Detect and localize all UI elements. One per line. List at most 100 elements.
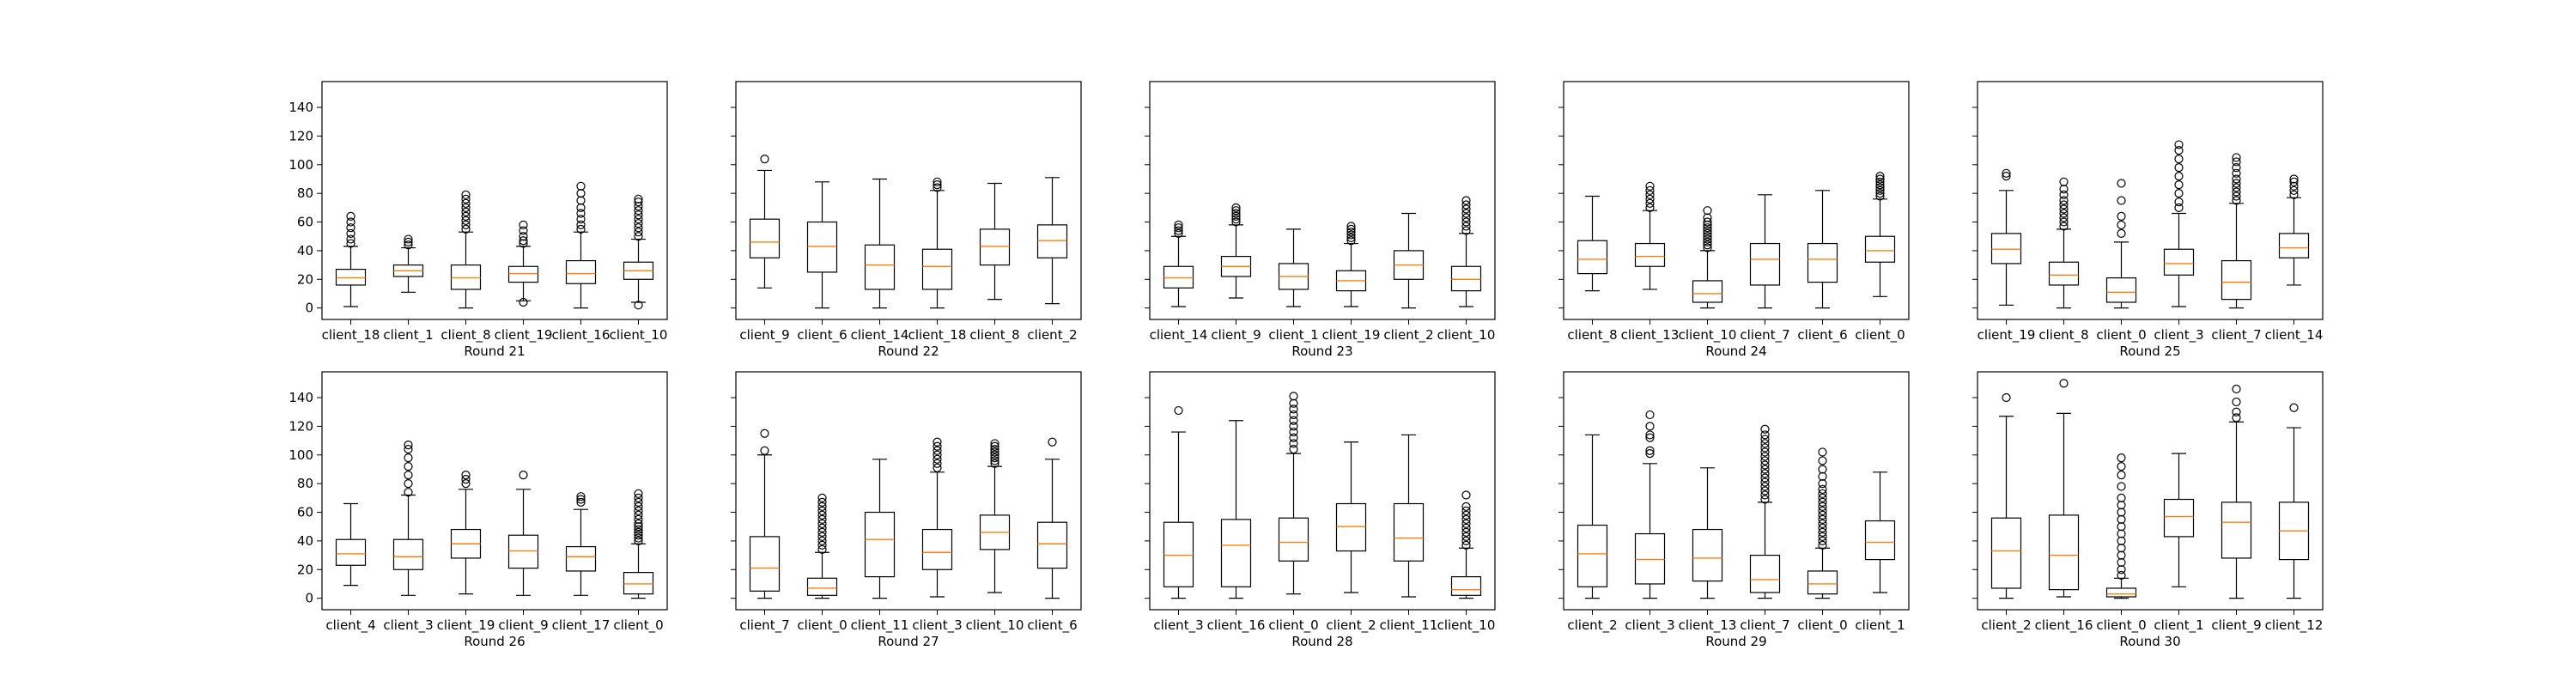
box-client_8 (979, 182, 1011, 301)
iqr-box (921, 248, 953, 290)
box-client_2 (1335, 441, 1367, 593)
box-client_1 (2163, 453, 2195, 587)
outlier-point (634, 510, 643, 520)
outlier-point (1461, 226, 1471, 235)
iqr-box (921, 528, 953, 570)
outlier-point (1645, 422, 1655, 431)
outlier-point (817, 510, 827, 520)
outlier-point (1289, 404, 1298, 414)
outlier-point (2289, 190, 2299, 199)
y-tick-label: 40 (297, 533, 313, 549)
iqr-box (1335, 502, 1367, 552)
outlier-point (519, 236, 528, 246)
outlier-point (2002, 392, 2011, 403)
axes-frame (321, 371, 668, 611)
outlier-point (461, 224, 471, 234)
outlier-point (404, 488, 413, 497)
outlier-point (2117, 482, 2126, 491)
x-tick-label: client_3 (1153, 617, 1203, 634)
outlier-point (1174, 405, 1183, 416)
outlier-point (346, 234, 355, 244)
outlier-point (1703, 217, 1712, 227)
outlier-point (2232, 407, 2241, 416)
x-tick-label: client_3 (2154, 327, 2203, 344)
outlier-point (2232, 187, 2241, 197)
box-client_10 (1450, 196, 1482, 307)
x-tick-label: client_1 (1268, 327, 1318, 344)
outlier-point (817, 506, 827, 515)
outlier-point (1461, 490, 1471, 500)
iqr-box (1990, 233, 2022, 264)
outlier-point (576, 497, 586, 507)
outlier-point (576, 220, 586, 229)
box-client_8 (450, 190, 482, 309)
x-tick-label: client_8 (440, 327, 490, 344)
box-client_3 (392, 441, 424, 596)
x-tick-label: client_18 (908, 327, 967, 344)
outlier-point (817, 540, 827, 550)
outlier-point (1289, 422, 1298, 431)
iqr-box (1163, 521, 1194, 587)
outlier-point (1760, 469, 1770, 478)
outlier-point (1645, 190, 1655, 199)
iqr-box (864, 244, 896, 290)
outlier-point (2059, 200, 2069, 210)
x-tick-label: client_14 (2265, 327, 2324, 344)
outlier-point (1461, 222, 1471, 231)
outlier-point (404, 234, 413, 244)
iqr-box (2105, 587, 2137, 598)
outlier-point (346, 239, 355, 248)
axes-frame (321, 81, 668, 320)
outlier-point (1760, 490, 1770, 500)
box-client_14 (2278, 174, 2310, 286)
outlier-point (2059, 177, 2069, 186)
outlier-point (1461, 532, 1471, 541)
outlier-point (1703, 223, 1712, 233)
iqr-box (806, 577, 838, 596)
outlier-point (1818, 523, 1827, 532)
outlier-point (1760, 447, 1770, 457)
outlier-point (1818, 471, 1827, 481)
outlier-point (1703, 234, 1712, 244)
outlier-point (404, 479, 413, 489)
outlier-point (817, 514, 827, 524)
x-tick-label: client_10 (966, 617, 1024, 634)
outlier-point (1760, 482, 1770, 491)
outlier-point (2174, 155, 2184, 164)
outlier-point (1875, 172, 1885, 181)
outlier-point (1289, 410, 1298, 420)
outlier-point (634, 502, 643, 511)
outlier-point (1289, 445, 1298, 454)
outlier-point (933, 446, 942, 455)
outlier-point (404, 237, 413, 246)
outlier-point (1818, 497, 1827, 507)
box-client_14 (864, 178, 896, 309)
outlier-point (634, 506, 643, 515)
iqr-box (2278, 233, 2310, 258)
outlier-point (2117, 522, 2126, 532)
iqr-box (392, 538, 424, 570)
outlier-point (2232, 174, 2241, 184)
outlier-point (2117, 557, 2126, 568)
outlier-point (1645, 410, 1655, 420)
box-client_0 (1864, 172, 1896, 297)
outlier-point (2289, 174, 2299, 184)
outlier-point (1818, 484, 1827, 494)
outlier-point (461, 211, 471, 221)
outlier-point (634, 536, 643, 546)
x-tick-label: client_10 (1437, 617, 1496, 634)
box-client_12 (2278, 403, 2310, 599)
iqr-box (1990, 517, 2022, 589)
x-tick-label: client_10 (1437, 327, 1496, 344)
round-label: Round 21 (464, 344, 525, 359)
outlier-point (2002, 172, 2011, 181)
outlier-point (1461, 502, 1471, 511)
outlier-point (1818, 527, 1827, 537)
outlier-point (2117, 544, 2126, 553)
outlier-point (760, 155, 769, 164)
outlier-point (933, 437, 942, 447)
outlier-point (576, 492, 586, 502)
iqr-box (1807, 570, 1838, 595)
round-label: Round 28 (1291, 634, 1352, 649)
